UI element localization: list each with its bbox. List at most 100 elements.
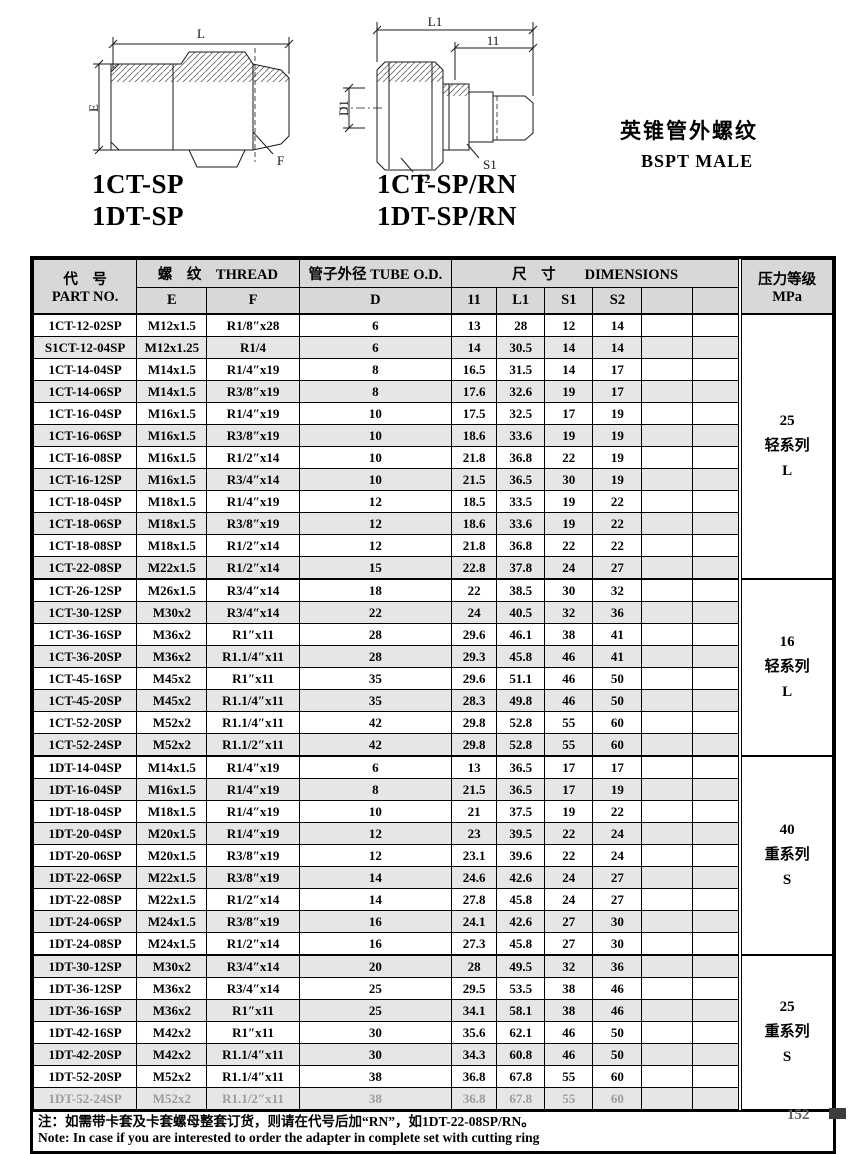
- cell-thread-e: M52x2: [136, 1087, 208, 1110]
- cell-empty-1: [641, 1065, 693, 1088]
- cell-dim-s2: 17: [592, 380, 643, 403]
- cell-dim-l1: 33.6: [496, 512, 546, 535]
- cell-thread-f: R1/4″x19: [206, 490, 300, 513]
- cell-empty-1: [641, 380, 693, 403]
- table-row: 1CT-18-04SP M18x1.5 R1/4″x19 12 18.5 33.5 19 22: [32, 490, 833, 513]
- dim-label-11: 11: [487, 33, 500, 48]
- table-row: 1CT-16-12SP M16x1.5 R3/4″x14 10 21.5 36.5 30 19: [32, 468, 833, 491]
- cell-empty-1: [641, 490, 693, 513]
- cell-dim-l1: 51.1: [496, 667, 546, 690]
- header-pressure-en: MPa: [772, 288, 802, 305]
- cell-dim-11: 13: [451, 755, 498, 779]
- pressure-group-line: 重系列: [764, 847, 810, 864]
- cell-thread-e: M16x1.5: [136, 424, 208, 447]
- pressure-group-line: L: [782, 683, 793, 700]
- cell-dim-s2: 22: [592, 512, 643, 535]
- cell-empty-2: [691, 512, 741, 535]
- cell-thread-f: R1.1/2″x11: [206, 1087, 300, 1110]
- header-thread-f: F: [206, 287, 300, 315]
- cell-thread-f: R1″x11: [206, 999, 300, 1022]
- cell-tube-od: 12: [298, 512, 453, 535]
- cell-dim-l1: 31.5: [496, 358, 546, 381]
- cell-dim-l1: 45.8: [496, 932, 546, 956]
- cell-thread-f: R1.1/4″x11: [206, 1043, 300, 1066]
- cell-part-no: 1DT-52-24SP: [32, 1087, 138, 1110]
- cell-tube-od: 16: [298, 910, 453, 933]
- cell-thread-e: M24x1.5: [136, 932, 208, 956]
- cell-empty-2: [691, 1021, 741, 1044]
- cell-part-no: 1DT-52-20SP: [32, 1065, 138, 1088]
- cell-empty-2: [691, 999, 741, 1022]
- cell-empty-2: [691, 888, 741, 911]
- cell-part-no: 1DT-20-06SP: [32, 844, 138, 867]
- cell-tube-od: 14: [298, 888, 453, 911]
- table-row: 1CT-36-20SP M36x2 R1.1/4″x11 28 29.3 45.8 46 41: [32, 645, 833, 668]
- cell-dim-l1: 40.5: [496, 601, 546, 624]
- cell-empty-1: [641, 512, 693, 535]
- cell-dim-s2: 50: [592, 1043, 643, 1066]
- cell-dim-s1: 32: [544, 601, 594, 624]
- cell-thread-e: M22x1.5: [136, 556, 208, 580]
- cell-part-no: 1DT-14-04SP: [32, 755, 138, 779]
- cell-dim-l1: 39.6: [496, 844, 546, 867]
- cell-thread-f: R1″x11: [206, 1021, 300, 1044]
- cell-dim-l1: 32.5: [496, 402, 546, 425]
- header-thread-e: E: [136, 287, 208, 315]
- cell-dim-11: 29.6: [451, 623, 498, 646]
- cell-thread-e: M36x2: [136, 645, 208, 668]
- cell-empty-2: [691, 689, 741, 712]
- cell-tube-od: 35: [298, 667, 453, 690]
- cell-empty-1: [641, 999, 693, 1022]
- cell-dim-11: 23: [451, 822, 498, 845]
- cell-thread-f: R1/4″x19: [206, 778, 300, 801]
- cell-thread-f: R3/4″x14: [206, 954, 300, 978]
- cell-part-no: 1CT-30-12SP: [32, 601, 138, 624]
- cell-dim-l1: 60.8: [496, 1043, 546, 1066]
- cell-empty-2: [691, 711, 741, 734]
- cell-part-no: 1DT-42-20SP: [32, 1043, 138, 1066]
- table-row: 1DT-42-16SP M42x2 R1″x11 30 35.6 62.1 46 50: [32, 1021, 833, 1044]
- cell-dim-s2: 50: [592, 689, 643, 712]
- cell-empty-1: [641, 667, 693, 690]
- cell-part-no: 1DT-16-04SP: [32, 778, 138, 801]
- cell-dim-s1: 55: [544, 711, 594, 734]
- cell-dim-s2: 24: [592, 822, 643, 845]
- cell-dim-s2: 14: [592, 336, 643, 359]
- cell-empty-1: [641, 1021, 693, 1044]
- cell-empty-1: [641, 844, 693, 867]
- pressure-group-line: 25: [779, 999, 795, 1016]
- table-row: S1CT-12-04SP M12x1.25 R1/4 6 14 30.5 14 14: [32, 336, 833, 359]
- header-dim-11: 11: [451, 287, 498, 315]
- cell-empty-2: [691, 468, 741, 491]
- pressure-group-line: 16: [779, 634, 795, 651]
- cell-tube-od: 16: [298, 932, 453, 956]
- cell-dim-11: 34.1: [451, 999, 498, 1022]
- cell-part-no: 1CT-22-08SP: [32, 556, 138, 580]
- table-row: 1CT-16-04SP M16x1.5 R1/4″x19 10 17.5 32.5 17 19: [32, 402, 833, 425]
- cell-dim-11: 34.3: [451, 1043, 498, 1066]
- cell-empty-1: [641, 446, 693, 469]
- dim-label-d1: D1: [336, 100, 351, 116]
- cell-dim-l1: 33.6: [496, 424, 546, 447]
- cell-dim-s1: 38: [544, 623, 594, 646]
- cell-empty-2: [691, 623, 741, 646]
- note-line-en: Note: In case if you are interested to o…: [38, 1130, 540, 1146]
- model-caption: 1DT-SP: [92, 201, 185, 231]
- cell-tube-od: 8: [298, 358, 453, 381]
- cell-part-no: 1CT-16-04SP: [32, 402, 138, 425]
- cell-dim-l1: 67.8: [496, 1065, 546, 1088]
- cell-empty-2: [691, 534, 741, 557]
- cell-dim-l1: 45.8: [496, 888, 546, 911]
- pressure-group-cell: 40 重系列 S: [738, 755, 834, 956]
- cell-empty-2: [691, 380, 741, 403]
- cell-dim-11: 24.6: [451, 866, 498, 889]
- model-captions-left: 1CT-SP 1DT-SP: [92, 168, 184, 232]
- pressure-group-line: S: [782, 871, 792, 888]
- cell-empty-1: [641, 866, 693, 889]
- cell-thread-e: M30x2: [136, 954, 208, 978]
- table-row: 1DT-42-20SP M42x2 R1.1/4″x11 30 34.3 60.8 46 50: [32, 1043, 833, 1066]
- cell-thread-e: M45x2: [136, 667, 208, 690]
- cell-dim-s1: 19: [544, 800, 594, 823]
- table-row: 1DT-22-06SP M22x1.5 R3/8″x19 14 24.6 42.6 24 27: [32, 866, 833, 889]
- cell-dim-l1: 46.1: [496, 623, 546, 646]
